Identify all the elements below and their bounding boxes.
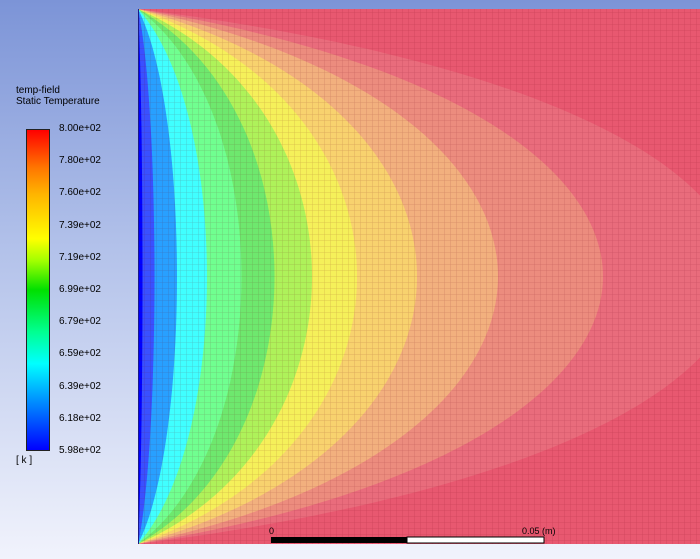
legend-tick-label: 6.99e+02 — [59, 284, 101, 295]
legend-tick-label: 6.39e+02 — [59, 380, 101, 392]
scale-bar-black-segment — [271, 537, 407, 543]
legend-tick-label: 7.60e+02 — [59, 187, 101, 199]
scale-bar-end-label: 0.05 (m) — [522, 526, 556, 536]
legend-tick-label: 7.80e+02 — [59, 155, 101, 167]
legend-tick-label: 8.00e+02 — [59, 123, 101, 134]
scale-bar — [271, 536, 545, 544]
legend-tick-label: 6.18e+02 — [59, 412, 101, 424]
scale-bar-start-label: 0 — [269, 526, 275, 536]
legend-tick-label: 6.59e+02 — [59, 348, 101, 360]
legend-color-bar — [26, 129, 50, 451]
legend-tick-label: 5.98e+02 — [59, 445, 101, 456]
mesh-grid — [138, 9, 700, 544]
legend-title: temp-field — [16, 85, 60, 96]
legend-tick-label: 7.39e+02 — [59, 219, 101, 231]
legend-subtitle: Static Temperature — [16, 96, 100, 107]
legend-unit: [ k ] — [16, 455, 33, 466]
legend-tick-label: 7.19e+02 — [59, 251, 101, 263]
scale-bar-white-segment — [406, 536, 545, 544]
legend-tick-label: 6.79e+02 — [59, 316, 101, 328]
